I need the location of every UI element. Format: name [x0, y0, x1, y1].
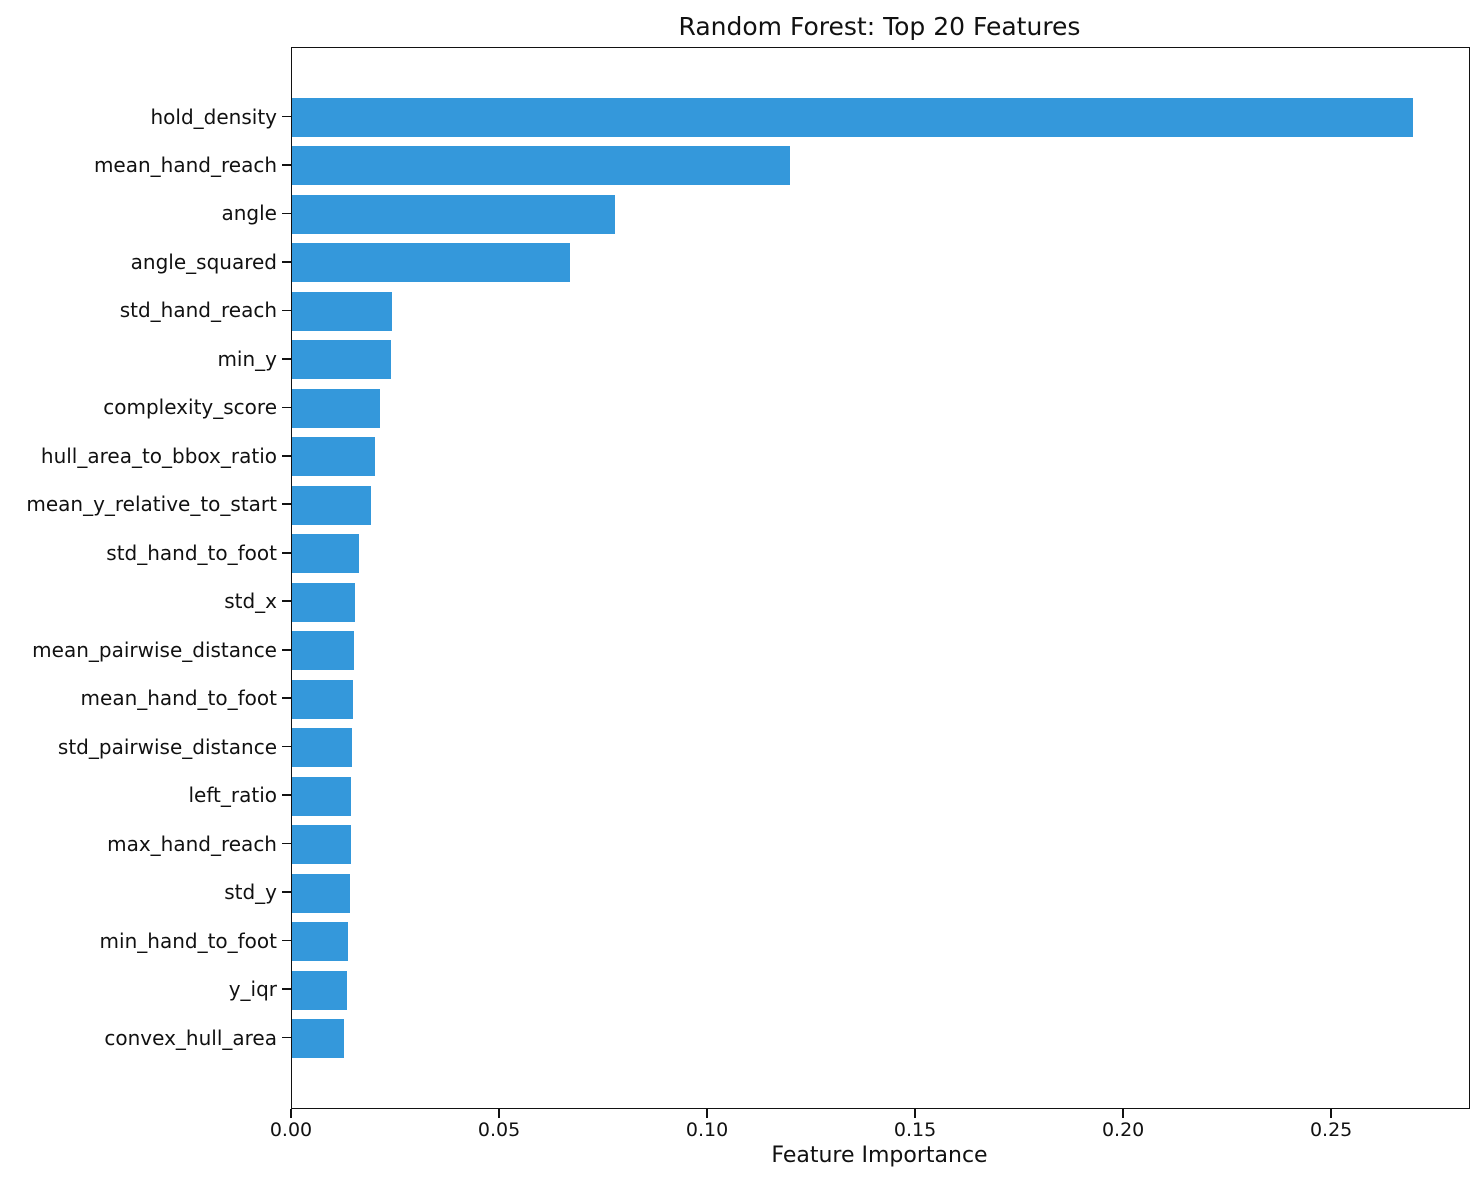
y-tick-mark	[282, 309, 291, 312]
bar-std_hand_to_foot	[292, 534, 359, 574]
y-tick-mark	[282, 406, 291, 409]
x-axis-label: Feature Importance	[771, 1143, 988, 1168]
bar-min_hand_to_foot	[292, 922, 349, 962]
bar-mean_hand_to_foot	[292, 679, 354, 719]
y-tick-label: std_hand_reach	[119, 298, 277, 323]
y-tick-mark	[282, 551, 291, 554]
y-tick-label: left_ratio	[188, 783, 277, 808]
x-tick-label: 0.10	[685, 1119, 729, 1141]
bar-mean_pairwise_distance	[292, 631, 354, 671]
y-tick-mark	[282, 697, 291, 699]
y-tick-mark	[282, 115, 291, 118]
y-tick-mark	[282, 261, 291, 263]
y-tick-mark	[282, 600, 291, 603]
chart-title: Random Forest: Top 20 Features	[678, 12, 1081, 41]
x-tick-label: 0.00	[269, 1119, 313, 1141]
x-tick-label: 0.20	[1101, 1119, 1145, 1141]
bar-y_iqr	[292, 970, 347, 1010]
y-tick-label: complexity_score	[103, 395, 277, 420]
bar-max_hand_reach	[292, 825, 352, 865]
y-tick-label: hold_density	[150, 104, 278, 129]
x-tick-mark	[498, 1108, 500, 1118]
bar-mean_y_relative_to_start	[292, 485, 372, 525]
y-tick-mark	[282, 988, 291, 990]
y-tick-mark	[282, 842, 291, 845]
y-tick-mark	[282, 745, 291, 748]
bar-std_x	[292, 582, 355, 622]
y-tick-label: mean_hand_reach	[93, 152, 277, 177]
y-tick-mark	[282, 794, 291, 796]
bar-angle	[292, 194, 616, 234]
y-tick-label: std_y	[224, 880, 277, 905]
y-tick-label: std_pairwise_distance	[57, 734, 277, 759]
y-tick-mark	[282, 212, 291, 215]
plot-area	[291, 47, 1470, 1109]
y-tick-mark	[282, 891, 291, 893]
x-tick-label: 0.15	[893, 1119, 937, 1141]
y-tick-label: hull_area_to_bbox_ratio	[40, 443, 277, 468]
bar-hull_area_to_bbox_ratio	[292, 437, 376, 477]
y-tick-mark	[282, 455, 291, 457]
x-tick-mark	[706, 1108, 708, 1118]
bar-convex_hull_area	[292, 1019, 344, 1058]
bar-min_y	[292, 340, 392, 380]
y-tick-label: mean_hand_to_foot	[80, 686, 277, 711]
y-tick-label: mean_pairwise_distance	[32, 637, 277, 662]
y-tick-label: min_hand_to_foot	[99, 928, 277, 953]
bar-std_y	[292, 873, 350, 913]
bar-hold_density	[292, 98, 1414, 137]
y-tick-mark	[282, 503, 291, 506]
bar-angle_squared	[292, 243, 570, 283]
y-tick-label: mean_y_relative_to_start	[26, 492, 277, 517]
y-tick-label: min_y	[217, 346, 277, 371]
y-tick-label: std_hand_to_foot	[106, 540, 277, 565]
y-tick-label: max_hand_reach	[107, 831, 277, 856]
bar-std_pairwise_distance	[292, 728, 352, 768]
x-tick-mark	[1330, 1108, 1332, 1118]
x-tick-mark	[290, 1108, 292, 1118]
y-tick-mark	[282, 358, 291, 360]
y-tick-mark	[282, 648, 291, 651]
bar-complexity_score	[292, 388, 381, 428]
y-tick-label: angle_squared	[130, 249, 277, 274]
bar-mean_hand_reach	[292, 146, 790, 186]
x-tick-mark	[914, 1108, 916, 1118]
y-tick-label: std_x	[224, 589, 277, 614]
y-tick-mark	[282, 939, 291, 942]
y-tick-mark	[282, 164, 291, 166]
y-tick-mark	[282, 1036, 291, 1039]
x-tick-label: 0.05	[477, 1119, 521, 1141]
y-tick-label: angle	[221, 201, 278, 226]
y-tick-label: convex_hull_area	[104, 1025, 277, 1050]
x-tick-label: 0.25	[1309, 1119, 1353, 1141]
bar-std_hand_reach	[292, 291, 392, 331]
bar-left_ratio	[292, 776, 352, 816]
y-tick-label: y_iqr	[228, 977, 277, 1002]
x-tick-mark	[1122, 1108, 1124, 1118]
